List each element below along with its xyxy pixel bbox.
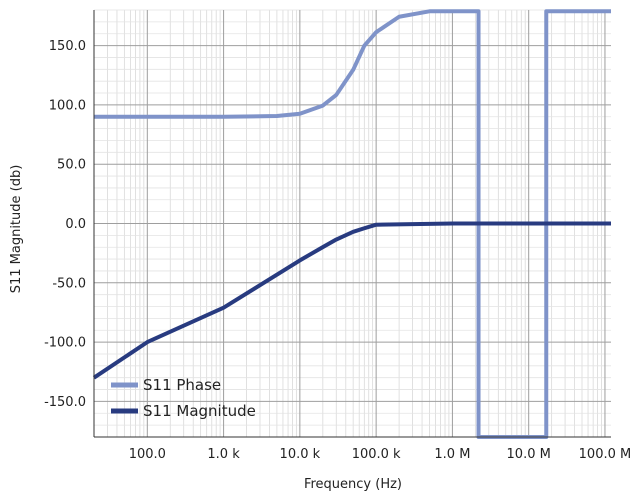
axes	[93, 10, 611, 438]
y-tick-label: -50.0	[52, 276, 86, 291]
x-tick-label: 10.0 M	[507, 447, 551, 462]
y-axis-title: S11 Magnitude (db)	[9, 165, 24, 294]
y-tick-label: 0.0	[65, 217, 86, 232]
major-gridlines	[94, 10, 611, 437]
y-tick-label: 150.0	[49, 39, 86, 54]
x-tick-label: 100.0 k	[352, 447, 401, 462]
y-tick-label: -100.0	[44, 336, 86, 351]
y-tick-label: -150.0	[44, 395, 86, 410]
y-tick-label: 50.0	[57, 158, 86, 173]
x-tick-label: 1.0 k	[207, 447, 240, 462]
series-line-magnitude	[92, 221, 611, 380]
x-tick-label: 10.0 k	[280, 447, 321, 462]
legend-label-phase: S11 Phase	[143, 376, 221, 394]
x-tick-label: 1.0 M	[434, 447, 470, 462]
x-axis-title: Frequency (Hz)	[304, 477, 402, 492]
y-tick-label: 100.0	[49, 98, 86, 113]
legend-label-magnitude: S11 Magnitude	[143, 402, 256, 420]
series-lines	[92, 9, 611, 439]
x-tick-label: 100.0 M	[579, 447, 632, 462]
x-tick-label: 100.0	[129, 447, 166, 462]
legend: S11 Phase S11 Magnitude	[111, 376, 256, 420]
tick-labels: 100.0 1.0 k 10.0 k 100.0 k 1.0 M 10.0 M 100.0 …	[44, 39, 631, 462]
